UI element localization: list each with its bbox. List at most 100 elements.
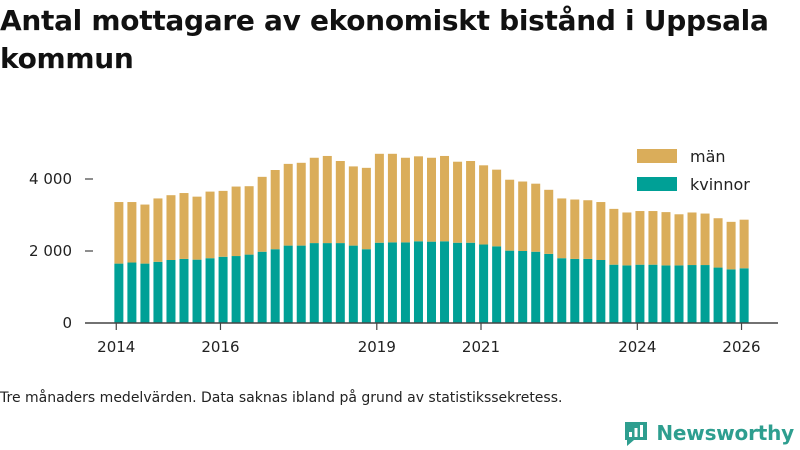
bar-man — [374, 153, 384, 243]
bar-kvinnor — [335, 243, 345, 323]
chart-bubble-icon — [625, 422, 648, 446]
x-axis: 2014 2016 2019 2021 2024 2026 — [85, 322, 778, 356]
bar-kvinnor — [453, 242, 463, 323]
legend-label-men: män — [690, 147, 726, 166]
bar-kvinnor — [387, 242, 397, 323]
bar-man — [700, 213, 710, 266]
bar-man — [596, 202, 606, 260]
bar-man — [557, 198, 567, 259]
bar-kvinnor — [127, 262, 137, 323]
bar-man — [166, 195, 176, 260]
bars-group — [114, 153, 749, 323]
bar-kvinnor — [518, 251, 528, 323]
bar-man — [726, 221, 736, 270]
bar-kvinnor — [114, 263, 124, 323]
bar-man — [479, 165, 489, 245]
bar-man — [570, 199, 580, 259]
bar-kvinnor — [257, 251, 267, 323]
bar-man — [322, 155, 332, 244]
brand-logo: Newsworthy — [622, 419, 794, 447]
bar-kvinnor — [309, 243, 319, 323]
bar-kvinnor — [713, 267, 723, 323]
bar-man — [531, 183, 541, 252]
bar-kvinnor — [648, 264, 658, 323]
y-axis: 0 2 000 4 000 — [29, 170, 93, 332]
bar-kvinnor — [583, 258, 593, 323]
x-tick-label: 2019 — [358, 338, 396, 356]
x-tick-label: 2016 — [201, 338, 239, 356]
bar-man — [296, 162, 306, 246]
bar-kvinnor — [635, 264, 645, 323]
bar-man — [466, 161, 476, 243]
bar-man — [622, 212, 632, 266]
bar-kvinnor — [622, 265, 632, 323]
bar-man — [218, 190, 228, 257]
bar-kvinnor — [361, 249, 371, 323]
bar-kvinnor — [322, 243, 332, 323]
bar-man — [505, 179, 515, 251]
bar-man — [127, 202, 137, 263]
bar-man — [179, 193, 189, 259]
bar-kvinnor — [609, 264, 619, 323]
bar-kvinnor — [440, 241, 450, 323]
bar-kvinnor — [674, 265, 684, 323]
bar-man — [713, 218, 723, 268]
bar-man — [335, 161, 345, 244]
bar-kvinnor — [739, 268, 749, 323]
bar-kvinnor — [140, 263, 150, 323]
bar-man — [348, 166, 358, 246]
bar-man — [609, 208, 619, 265]
bar-man — [387, 153, 397, 243]
bar-kvinnor — [492, 246, 502, 323]
bar-kvinnor — [400, 242, 410, 323]
bar-kvinnor — [205, 258, 215, 323]
bar-kvinnor — [700, 265, 710, 323]
bar-man — [583, 200, 593, 259]
brand-name: Newsworthy — [656, 421, 794, 445]
bar-kvinnor — [374, 242, 384, 323]
bar-man — [518, 181, 528, 251]
y-tick-label: 4 000 — [29, 170, 72, 188]
bar-kvinnor — [270, 249, 280, 323]
bar-man — [244, 186, 254, 255]
bar-kvinnor — [348, 245, 358, 323]
bar-kvinnor — [218, 256, 228, 323]
bar-kvinnor — [466, 242, 476, 323]
bar-man — [674, 214, 684, 266]
bar-man — [309, 157, 319, 244]
bar-man — [661, 212, 671, 266]
bar-kvinnor — [557, 258, 567, 323]
bar-man — [427, 157, 436, 242]
bar-man — [413, 156, 423, 242]
bar-kvinnor — [231, 256, 241, 323]
bar-kvinnor — [505, 250, 515, 323]
bar-man — [635, 211, 645, 265]
bar-man — [153, 198, 163, 262]
bar-man — [114, 202, 124, 264]
bar-man — [453, 161, 463, 243]
bar-man — [687, 212, 697, 266]
legend-label-women: kvinnor — [690, 175, 750, 194]
bar-kvinnor — [531, 251, 541, 323]
bar-man — [140, 204, 150, 264]
bar-kvinnor — [479, 244, 489, 323]
x-tick-label: 2021 — [462, 338, 500, 356]
legend: män kvinnor — [637, 147, 750, 194]
bar-man — [440, 155, 450, 242]
bar-kvinnor — [296, 245, 306, 323]
bar-man — [739, 219, 749, 269]
bar-kvinnor — [596, 260, 606, 323]
bar-man — [283, 163, 293, 246]
y-tick-label: 0 — [62, 314, 72, 332]
bar-kvinnor — [179, 258, 189, 323]
bar-kvinnor — [661, 265, 671, 323]
x-tick-label: 2026 — [722, 338, 760, 356]
bar-kvinnor — [413, 241, 423, 323]
bar-kvinnor — [687, 265, 697, 323]
bar-man — [270, 170, 280, 250]
bar-man — [192, 196, 202, 260]
bar-kvinnor — [427, 241, 436, 323]
y-tick-label: 2 000 — [29, 242, 72, 260]
bar-kvinnor — [283, 245, 293, 323]
bar-man — [648, 211, 658, 265]
